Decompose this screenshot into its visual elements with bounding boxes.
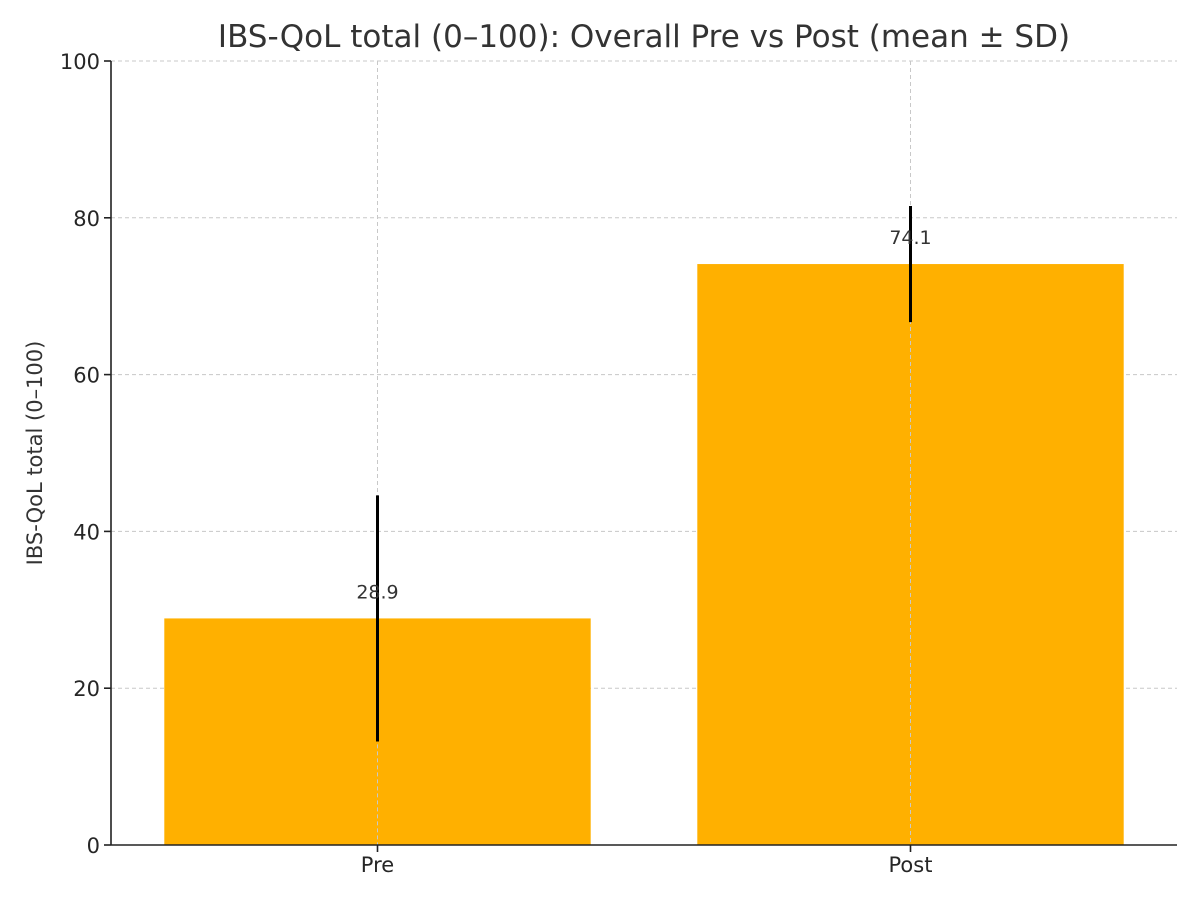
y-tick-label: 100 (60, 50, 100, 74)
y-tick-label: 80 (73, 207, 100, 231)
y-tick-label: 20 (73, 677, 100, 701)
x-tick-label-pre: Pre (361, 853, 394, 877)
x-tick-label-post: Post (889, 853, 933, 877)
y-axis-label: IBS-QoL total (0–100) (23, 341, 47, 566)
axis-layer (104, 60, 1177, 852)
y-tick-label: 60 (73, 364, 100, 388)
data-label-pre: 28.9 (356, 581, 398, 603)
bar-layer (164, 206, 1124, 845)
label-layer: 0 20 40 60 80 100 28.9 Pre 74.1 Post (60, 50, 933, 877)
data-label-post: 74.1 (889, 227, 931, 249)
y-tick-label: 0 (87, 834, 100, 858)
y-tick-label: 40 (73, 520, 100, 544)
chart-title: IBS-QoL total (0–100): Overall Pre vs Po… (218, 19, 1070, 55)
